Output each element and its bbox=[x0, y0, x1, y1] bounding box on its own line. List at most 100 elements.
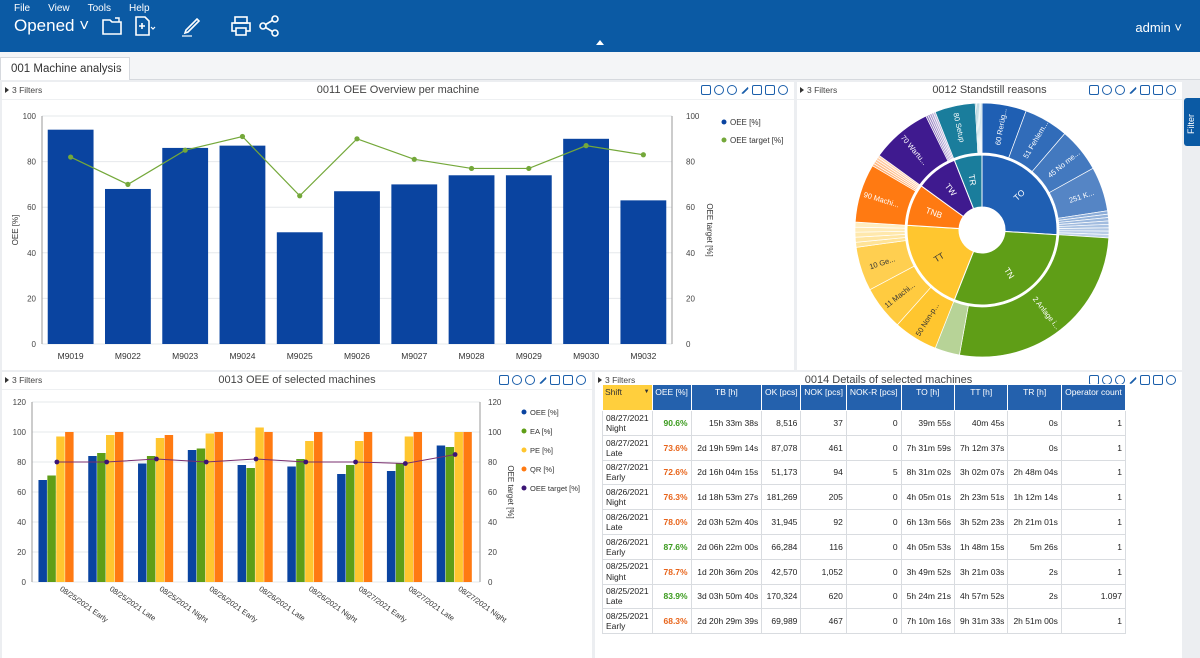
bar[interactable] bbox=[65, 432, 74, 582]
target-point[interactable] bbox=[354, 136, 360, 142]
bar[interactable] bbox=[363, 432, 373, 582]
inner-segment[interactable] bbox=[953, 230, 1058, 306]
bar[interactable] bbox=[155, 438, 165, 582]
bar[interactable] bbox=[287, 466, 296, 583]
bar[interactable] bbox=[114, 432, 124, 582]
bar[interactable] bbox=[162, 147, 209, 344]
bar[interactable] bbox=[47, 129, 94, 344]
target-point[interactable] bbox=[303, 459, 309, 465]
inner-segment[interactable] bbox=[906, 224, 975, 301]
target-point[interactable] bbox=[54, 459, 60, 465]
legend-label-target[interactable]: OEE target [%] bbox=[730, 136, 783, 145]
table-view-icon[interactable] bbox=[563, 375, 573, 385]
bar[interactable] bbox=[296, 459, 305, 582]
target-point[interactable] bbox=[402, 461, 408, 466]
target-point[interactable] bbox=[203, 459, 209, 465]
bar[interactable] bbox=[404, 436, 414, 583]
target-point[interactable] bbox=[468, 165, 475, 172]
column-header[interactable]: Operator count bbox=[1060, 384, 1127, 411]
bar[interactable] bbox=[436, 445, 446, 583]
outer-segment[interactable] bbox=[980, 102, 983, 154]
open-folder-icon[interactable] bbox=[101, 14, 125, 38]
target-point[interactable] bbox=[253, 456, 259, 462]
column-header[interactable]: NOK-R [pcs] bbox=[845, 384, 902, 411]
menu-file[interactable]: File bbox=[14, 3, 31, 14]
bar[interactable] bbox=[463, 432, 472, 582]
share-icon[interactable] bbox=[257, 14, 281, 38]
bar[interactable] bbox=[346, 465, 355, 582]
bar[interactable] bbox=[334, 191, 380, 344]
edit-pencil-icon[interactable] bbox=[180, 14, 204, 38]
legend-label[interactable]: OEE target [%] bbox=[530, 484, 580, 493]
bar[interactable] bbox=[246, 468, 255, 582]
export-icon[interactable] bbox=[701, 85, 711, 95]
target-point[interactable] bbox=[353, 459, 358, 465]
filters-toggle[interactable]: 3 Filters bbox=[799, 85, 838, 95]
bar[interactable] bbox=[305, 441, 314, 582]
inner-segment[interactable] bbox=[953, 154, 983, 210]
bar[interactable] bbox=[255, 427, 264, 583]
bar[interactable] bbox=[205, 433, 215, 583]
bar[interactable] bbox=[97, 453, 106, 582]
bar[interactable] bbox=[187, 450, 197, 582]
target-point[interactable] bbox=[104, 459, 110, 465]
target-point[interactable] bbox=[640, 152, 646, 158]
filters-toggle[interactable]: 3 Filters bbox=[4, 375, 43, 385]
bookmark-icon[interactable] bbox=[1140, 85, 1150, 95]
table-row[interactable]: 08/26/2021 Early 87.6% 2d 06h 22m 00s 66,28… bbox=[602, 533, 1127, 560]
bar[interactable] bbox=[146, 456, 156, 582]
bar[interactable] bbox=[413, 432, 423, 582]
menu-help[interactable]: Help bbox=[128, 3, 150, 14]
zoom-icon[interactable] bbox=[576, 375, 586, 385]
bar[interactable] bbox=[445, 447, 455, 582]
collapse-header-icon[interactable] bbox=[596, 40, 604, 45]
refresh-icon[interactable] bbox=[1102, 85, 1112, 95]
column-header[interactable]: OEE [%] bbox=[651, 384, 692, 411]
bookmark-icon[interactable] bbox=[550, 375, 560, 385]
bar[interactable] bbox=[105, 188, 151, 344]
user-menu[interactable]: admin ˅ bbox=[1135, 20, 1182, 35]
target-point[interactable] bbox=[239, 133, 246, 140]
outer-segment[interactable] bbox=[959, 234, 1110, 358]
bar[interactable] bbox=[448, 175, 495, 344]
table-row[interactable]: 08/25/2021 Night 78.7% 1d 20h 36m 20s 42,57… bbox=[602, 558, 1127, 585]
table-row[interactable]: 08/27/2021 Night 90.6% 15h 33m 38s 8,516 37 0… bbox=[602, 410, 1127, 436]
bar[interactable] bbox=[138, 463, 147, 583]
column-header[interactable]: Shift ▼ bbox=[602, 384, 653, 411]
table-row[interactable]: 08/25/2021 Early 68.3% 2d 20h 29m 39s 69,98… bbox=[602, 608, 1127, 635]
target-point[interactable] bbox=[452, 452, 458, 457]
table-row[interactable]: 08/27/2021 Late 73.6% 2d 19h 59m 14s 87,078… bbox=[602, 434, 1127, 461]
bar[interactable] bbox=[354, 441, 364, 582]
view-selector-dropdown[interactable]: Opened ˅ bbox=[14, 16, 90, 35]
print-icon[interactable] bbox=[229, 14, 253, 38]
close-icon[interactable]: × bbox=[115, 64, 121, 74]
column-header[interactable]: TO [h] bbox=[900, 384, 956, 411]
target-point[interactable] bbox=[125, 181, 131, 187]
table-view-icon[interactable] bbox=[1153, 85, 1163, 95]
legend-label[interactable]: QR [%] bbox=[530, 465, 554, 474]
inner-segment[interactable] bbox=[981, 154, 1058, 236]
zoom-icon[interactable] bbox=[1166, 375, 1176, 385]
bar[interactable] bbox=[38, 480, 47, 582]
bar[interactable] bbox=[505, 175, 552, 344]
target-point[interactable] bbox=[297, 193, 303, 199]
bar[interactable] bbox=[88, 456, 97, 582]
target-point[interactable] bbox=[182, 147, 188, 153]
bar[interactable] bbox=[214, 432, 223, 582]
column-header[interactable]: TR [h] bbox=[1007, 384, 1062, 411]
column-header[interactable]: OK [pcs] bbox=[761, 384, 802, 411]
bar[interactable] bbox=[395, 463, 405, 583]
bar[interactable] bbox=[386, 471, 396, 582]
bar[interactable] bbox=[56, 436, 65, 583]
bar[interactable] bbox=[219, 145, 266, 344]
bar[interactable] bbox=[196, 448, 206, 583]
bar[interactable] bbox=[454, 432, 463, 582]
zoom-icon[interactable] bbox=[778, 85, 788, 95]
bar[interactable] bbox=[314, 432, 323, 582]
bar[interactable] bbox=[47, 475, 56, 583]
refresh-icon[interactable] bbox=[714, 85, 724, 95]
legend-label[interactable]: OEE [%] bbox=[530, 408, 559, 417]
column-header[interactable]: TT [h] bbox=[954, 384, 1009, 411]
clock-icon[interactable] bbox=[525, 375, 535, 385]
tab-machine-analysis[interactable]: 001 Machine analysis × bbox=[0, 57, 130, 80]
